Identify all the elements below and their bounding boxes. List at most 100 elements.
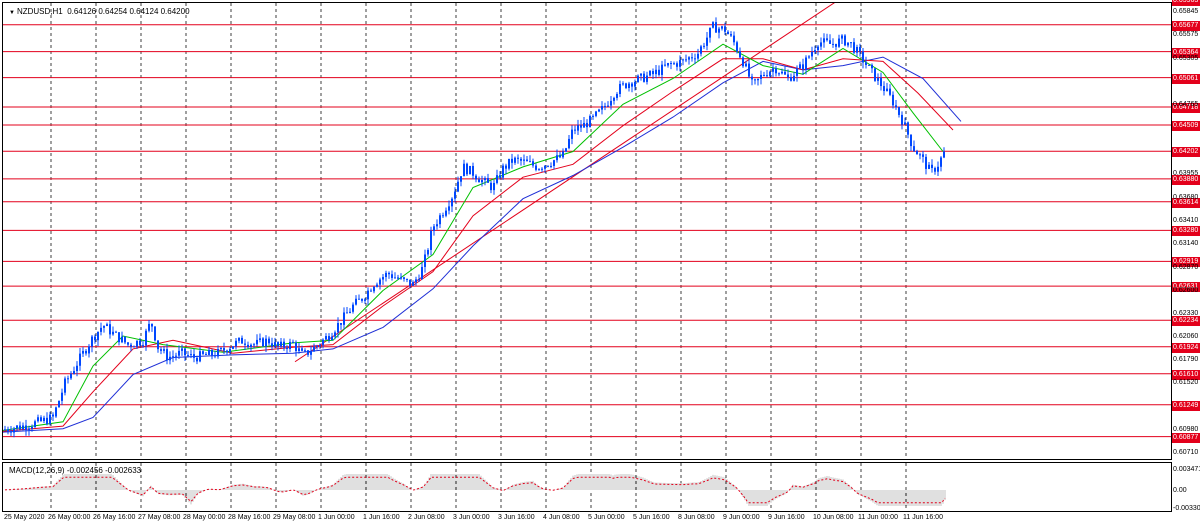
candle-body — [157, 340, 159, 350]
price-chart-area[interactable]: ▼ NZDUSD,H1 0.64126 0.64254 0.64124 0.642… — [2, 2, 1172, 460]
candle-body — [907, 122, 909, 135]
candle-body — [202, 351, 204, 354]
candle-body — [250, 344, 252, 347]
candle-body — [499, 175, 501, 178]
price-tick-label: 0.63410 — [1173, 217, 1199, 225]
time-tick-label: 28 May 16:00 — [228, 514, 271, 521]
candle-body — [742, 57, 744, 67]
candle-body — [412, 282, 414, 286]
candle-body — [403, 277, 405, 279]
candle-body — [583, 122, 585, 128]
level-price-tag: 0.61249 — [1172, 400, 1200, 411]
price-chart-svg[interactable] — [3, 3, 1171, 459]
candle-body — [790, 77, 792, 81]
candle-body — [31, 426, 33, 429]
price-tick-label: 0.61790 — [1173, 356, 1199, 364]
candle-body — [55, 407, 57, 417]
candle-body — [532, 161, 534, 166]
candle-body — [871, 64, 873, 69]
candle-body — [631, 83, 633, 87]
macd-name: MACD(12,26,9) — [9, 466, 65, 475]
candle-body — [256, 339, 258, 345]
candle-body — [709, 27, 711, 38]
candle-body — [895, 105, 897, 108]
level-price-tag: 0.62631 — [1172, 282, 1200, 293]
candle-body — [577, 125, 579, 131]
candle-body — [169, 356, 171, 361]
chart-title: ▼ NZDUSD,H1 0.64126 0.64254 0.64124 0.642… — [9, 7, 190, 16]
candle-body — [4, 429, 6, 431]
candle-body — [652, 70, 654, 75]
candle-body — [859, 46, 861, 52]
candle-body — [763, 74, 765, 76]
moving-average-mid — [3, 58, 954, 432]
candle-body — [373, 286, 375, 292]
candle-body — [283, 341, 285, 348]
candle-body — [193, 354, 195, 358]
candle-body — [190, 354, 192, 356]
candle-body — [661, 64, 663, 75]
candle-body — [778, 73, 780, 75]
candle-body — [712, 22, 714, 28]
candle-body — [793, 75, 795, 81]
candle-body — [718, 28, 720, 33]
candle-body — [76, 365, 78, 372]
candle-body — [547, 165, 549, 167]
candle-body — [238, 337, 240, 341]
candle-body — [214, 355, 216, 357]
level-price-tag: 0.65061 — [1172, 73, 1200, 84]
time-scale[interactable]: 25 May 2020 26 May 00:00 26 May 16:00 27 Ma… — [2, 512, 1172, 527]
candle-body — [442, 215, 444, 217]
candle-body — [103, 326, 105, 328]
candle-body — [436, 224, 438, 227]
candle-body — [469, 165, 471, 175]
candle-body — [592, 115, 594, 117]
candle-body — [40, 417, 42, 421]
price-scale[interactable]: 0.65963 0.65677 0.65364 0.65061 0.64718 0.645… — [1172, 0, 1200, 460]
candle-body — [298, 348, 300, 352]
macd-svg[interactable] — [3, 463, 1171, 511]
candle-body — [562, 151, 564, 158]
candle-body — [553, 160, 555, 166]
candle-body — [463, 163, 465, 177]
candle-body — [166, 349, 168, 361]
candle-body — [805, 57, 807, 70]
candle-body — [514, 157, 516, 163]
candle-body — [550, 165, 552, 167]
candle-body — [802, 64, 804, 70]
candle-body — [751, 76, 753, 80]
candle-body — [877, 77, 879, 81]
macd-scale[interactable]: 0.003471 0.00 -0.003309 — [1172, 462, 1200, 512]
candle-body — [889, 88, 891, 95]
candle-body — [916, 151, 918, 155]
macd-subwindow[interactable]: MACD(12,26,9) -0.002456 -0.002633 — [2, 462, 1172, 512]
macd-title: MACD(12,26,9) -0.002456 -0.002633 — [9, 466, 141, 475]
time-tick-label: 25 May 2020 — [4, 514, 45, 521]
candle-body — [460, 176, 462, 182]
price-tick-label: 0.63680 — [1173, 194, 1199, 202]
candle-body — [502, 165, 504, 178]
candle-body — [235, 340, 237, 347]
time-tick-label: 5 Jun 16:00 — [633, 514, 670, 521]
candle-body — [535, 165, 537, 170]
symbol-menu-icon[interactable]: ▼ — [9, 10, 15, 16]
time-tick-label: 1 Jun 16:00 — [363, 514, 400, 521]
candle-body — [880, 77, 882, 87]
candle-body — [838, 38, 840, 47]
candle-body — [589, 115, 591, 128]
candle-body — [349, 311, 351, 313]
candle-body — [640, 73, 642, 76]
price-tick-label: 0.64765 — [1173, 100, 1199, 108]
level-price-tag: 0.62919 — [1172, 257, 1200, 268]
candle-body — [517, 157, 519, 159]
candle-body — [355, 298, 357, 305]
candle-body — [127, 342, 129, 345]
candle-body — [43, 417, 45, 421]
candle-body — [427, 249, 429, 255]
candle-body — [655, 69, 657, 75]
candle-body — [175, 355, 177, 357]
candle-body — [25, 425, 27, 430]
candle-body — [52, 414, 54, 417]
candle-body — [253, 344, 255, 346]
